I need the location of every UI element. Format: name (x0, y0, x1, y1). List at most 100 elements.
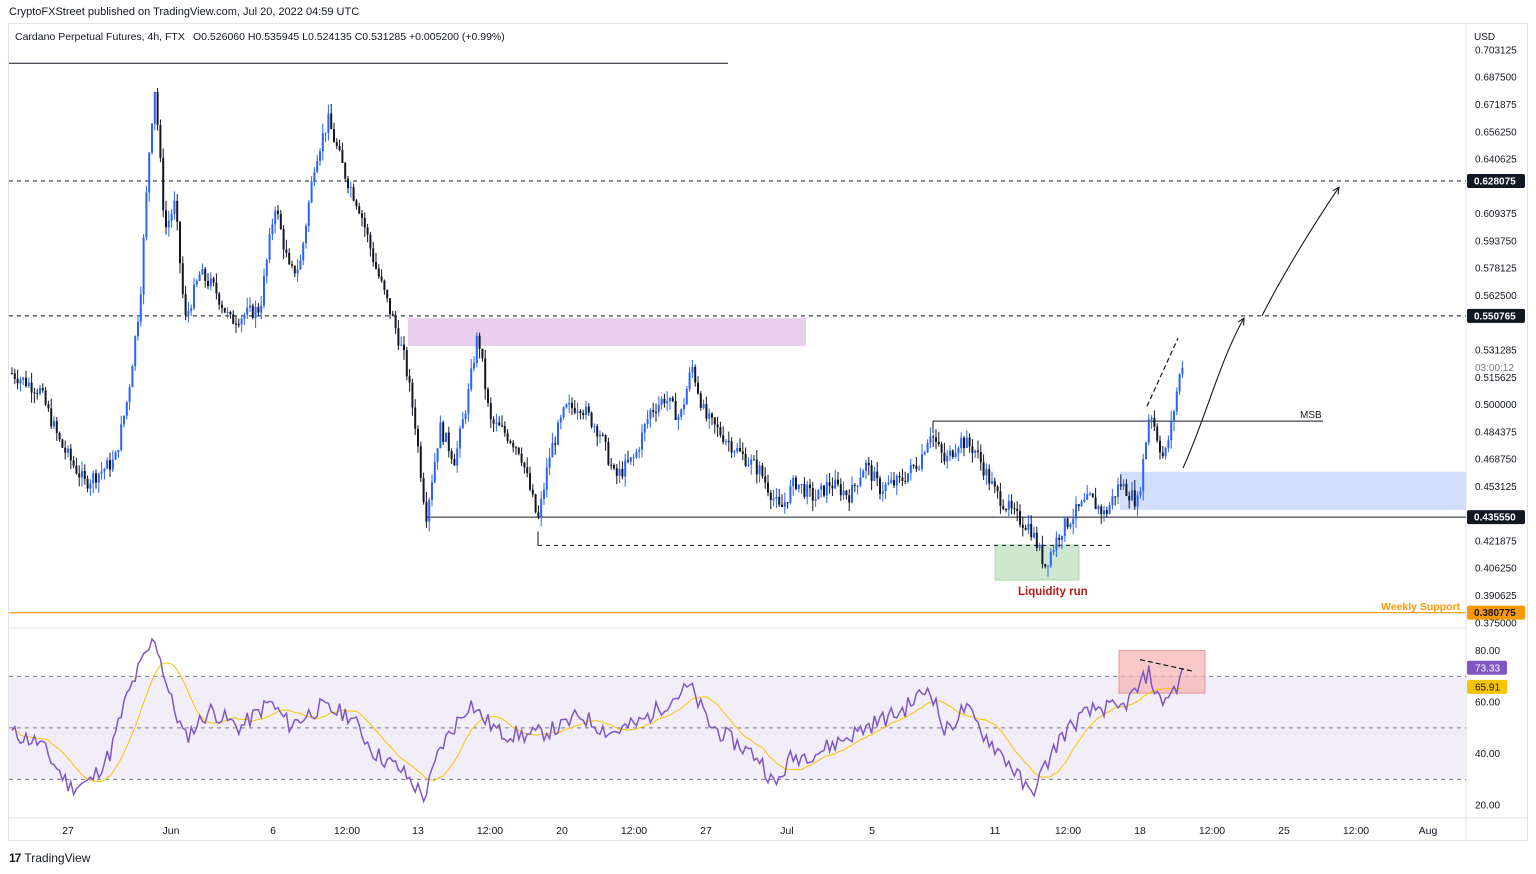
candle-body-303 (859, 477, 862, 486)
candle-body-347 (982, 462, 985, 476)
candle-body-148 (425, 502, 428, 522)
rsi-value-label: 73.33 (1475, 663, 1500, 674)
candle-body-290 (823, 485, 825, 496)
candle-body-255 (725, 441, 727, 443)
candle-body-4 (22, 377, 25, 380)
candle-body-410 (1159, 440, 1161, 453)
candle-body-159 (456, 448, 459, 466)
candle-body-350 (991, 481, 993, 484)
candle-body-344 (974, 450, 977, 453)
price-tick-5: 0.609375 (1475, 209, 1517, 220)
candle-body-230 (655, 411, 657, 413)
price-label-bg-4 (1467, 605, 1525, 620)
price-tick-17: 0.375000 (1475, 618, 1517, 629)
candle-body-158 (453, 458, 456, 466)
time-tick-10: 5 (869, 825, 875, 837)
candle-body-183 (523, 462, 526, 468)
candle-body-197 (562, 407, 565, 418)
candle-body-249 (708, 413, 711, 419)
candle-body-228 (649, 410, 652, 419)
candle-body-267 (758, 465, 761, 475)
time-tick-11: 11 (990, 825, 1001, 837)
candle-body-2 (16, 378, 19, 384)
candle-body-66 (195, 280, 198, 285)
time-tick-5: 12:00 (477, 825, 503, 837)
candle-body-408 (1153, 417, 1156, 427)
candle-body-411 (1161, 452, 1164, 457)
candle-body-314 (890, 480, 893, 483)
candle-body-106 (307, 202, 310, 227)
candle-body-32 (100, 471, 103, 474)
candle-body-283 (803, 484, 806, 497)
candle-body-31 (97, 473, 100, 483)
candle-body-330 (935, 437, 937, 442)
candle-body-146 (419, 446, 422, 479)
candle-body-385 (1089, 493, 1091, 495)
candle-body-312 (884, 484, 887, 492)
candle-body-274 (778, 496, 781, 505)
candle-body-251 (713, 417, 716, 425)
candle-body-343 (971, 446, 974, 453)
countdown-label: 03:00:12 (1475, 363, 1514, 374)
price-label-1: 0.550765 (1474, 311, 1516, 322)
candle-body-403 (1139, 491, 1142, 496)
candle-body-355 (1005, 509, 1007, 511)
candle-body-76 (223, 307, 226, 313)
rsi-tick-1: 60.00 (1475, 698, 1500, 709)
candle-body-8 (33, 392, 36, 394)
time-tick-12: 12:00 (1055, 825, 1081, 837)
candle-body-192 (548, 457, 551, 468)
candle-body-205 (585, 406, 587, 415)
candle-body-315 (893, 480, 895, 486)
candle-body-414 (1170, 420, 1173, 441)
candle-body-225 (641, 432, 643, 450)
candle-body-374 (1058, 537, 1061, 540)
candle-body-54 (162, 157, 165, 211)
candle-body-121 (349, 187, 352, 189)
candle-body-227 (646, 418, 649, 425)
candle-body-75 (221, 304, 223, 308)
candle-body-90 (263, 276, 265, 306)
candle-body-215 (613, 465, 615, 469)
candle-body-361 (1021, 524, 1024, 528)
candle-body-386 (1091, 493, 1094, 498)
candle-body-111 (321, 133, 324, 152)
candle-body-236 (671, 397, 674, 402)
candle-body-327 (926, 442, 929, 453)
candle-body-129 (372, 248, 375, 263)
candle-body-309 (876, 471, 879, 479)
time-tick-0: 27 (62, 825, 74, 837)
candle-body-57 (170, 214, 173, 221)
candle-body-50 (151, 123, 153, 153)
candle-body-19 (64, 447, 67, 453)
candle-body-63 (187, 310, 190, 315)
candle-body-203 (579, 411, 582, 413)
candle-body-294 (834, 479, 837, 489)
candle-body-117 (338, 145, 341, 150)
candle-body-15 (53, 421, 55, 427)
candle-body-84 (246, 307, 249, 316)
candle-body-246 (699, 393, 702, 408)
candle-body-417 (1178, 374, 1181, 392)
candle-body-180 (515, 447, 517, 449)
candle-body-234 (666, 401, 669, 404)
candle-body-137 (394, 315, 397, 329)
rsi-value-bg (1467, 660, 1507, 675)
candle-body-345 (977, 450, 979, 452)
candle-body-338 (957, 448, 960, 454)
price-axis[interactable]: 0.703125 0.687500 0.671875 0.656250 0.640625… (1467, 45, 1525, 812)
candle-body-179 (512, 442, 515, 448)
candle-body-244 (694, 367, 697, 383)
tradingview-logo[interactable]: 17 TradingView (9, 851, 90, 865)
candle-body-97 (282, 229, 285, 250)
candle-body-101 (293, 265, 296, 274)
time-axis[interactable]: 27 Jun 6 12:00 13 12:00 20 12:00 27 Jul 5 11 12:00 18… (62, 825, 1437, 837)
candle-body-116 (335, 142, 338, 146)
price-tick-11: 0.484375 (1475, 427, 1517, 438)
price-tick-9: 0.515625 (1475, 373, 1517, 384)
candle-body-3 (19, 379, 22, 384)
candle-body-316 (895, 476, 898, 486)
candle-body-65 (193, 284, 195, 309)
price-tick-0: 0.703125 (1475, 45, 1517, 56)
